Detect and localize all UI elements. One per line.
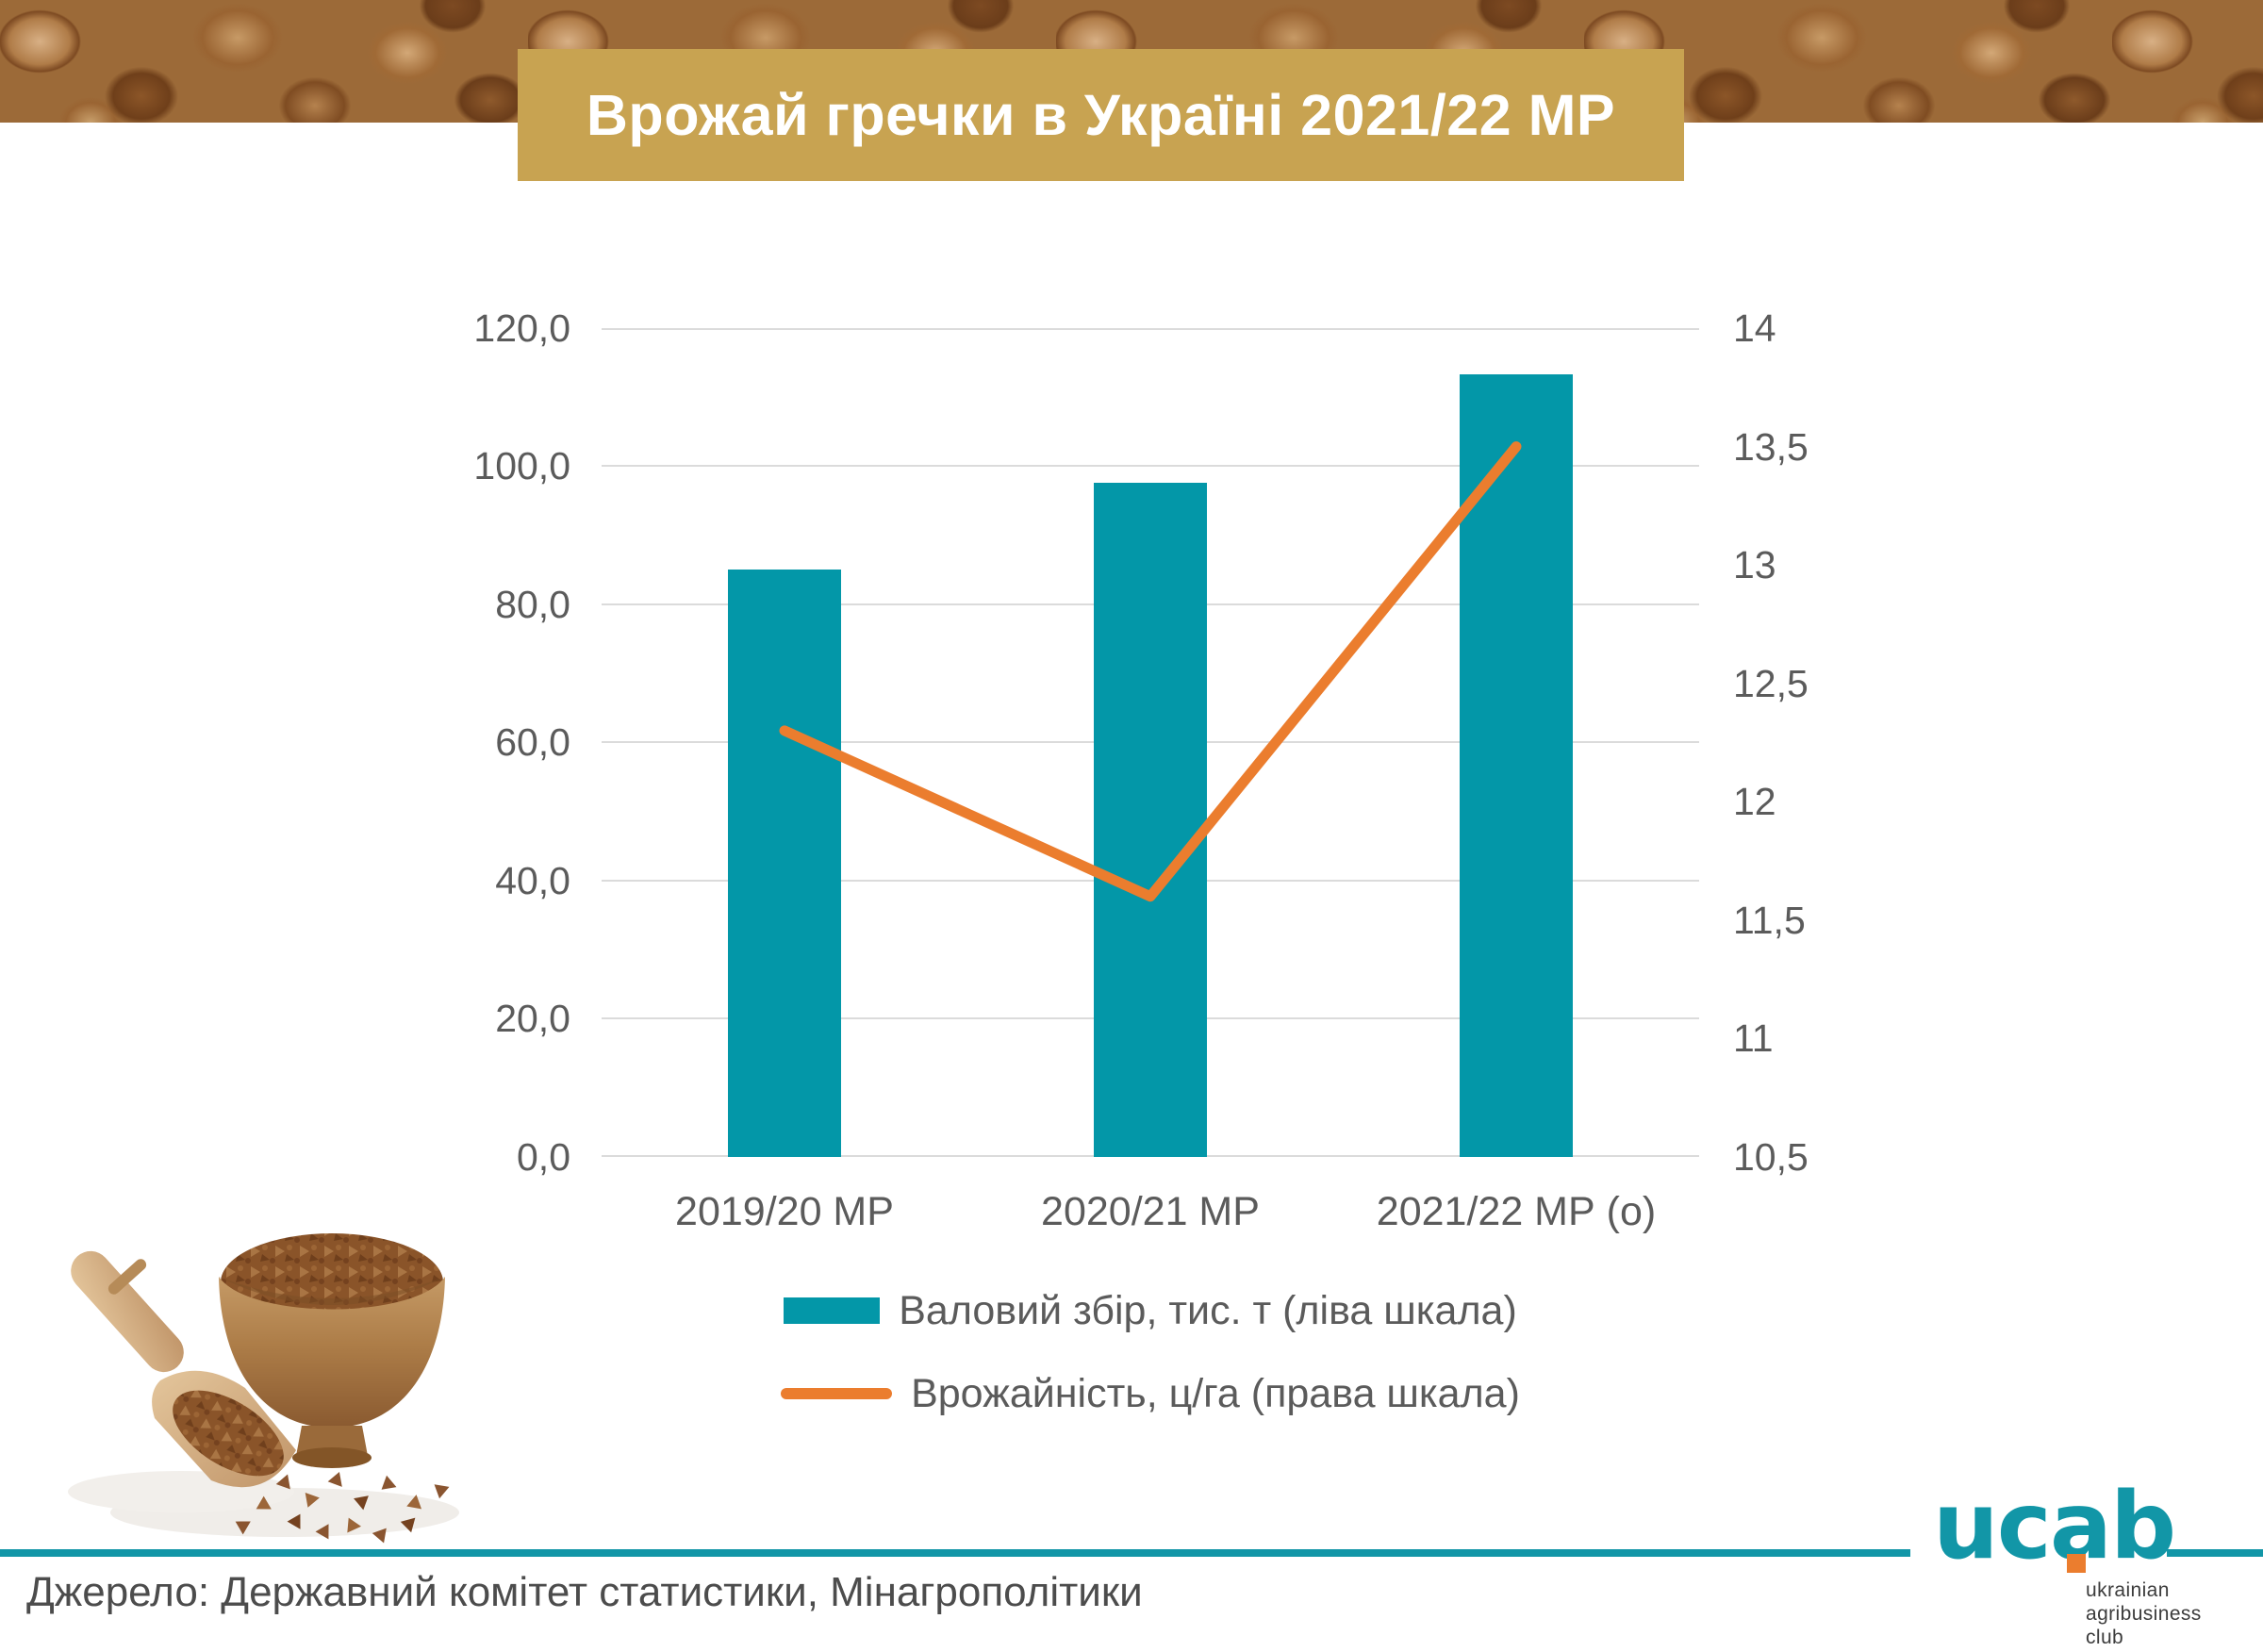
right-axis-tick: 12 bbox=[1733, 780, 1776, 823]
gridline bbox=[602, 328, 1699, 330]
tagline-line: agribusiness bbox=[2086, 1603, 2202, 1625]
legend-item-gross-harvest: Валовий збір, тис. т (ліва шкала) bbox=[602, 1286, 1699, 1335]
spilled-grains bbox=[235, 1472, 450, 1544]
legend-item-yield: Врожайність, ц/га (права шкала) bbox=[602, 1369, 1699, 1418]
right-axis-tick: 11,5 bbox=[1733, 899, 1806, 942]
x-tick-2019-20: 2019/20 МР bbox=[675, 1189, 894, 1234]
left-axis-tick: 100,0 bbox=[473, 444, 570, 487]
right-axis-tick: 12,5 bbox=[1733, 662, 1809, 705]
line-series-swatch bbox=[781, 1388, 893, 1399]
bar-series-swatch bbox=[784, 1297, 881, 1324]
x-tick-2020-21: 2020/21 МР bbox=[1041, 1189, 1260, 1234]
legend-label: Врожайність, ц/га (права шкала) bbox=[911, 1370, 1520, 1416]
right-axis-tick: 13,5 bbox=[1733, 425, 1809, 469]
bar-2021-22 bbox=[1460, 374, 1573, 1157]
legend: Валовий збір, тис. т (ліва шкала) Врожай… bbox=[602, 1286, 1699, 1452]
ucab-orange-square-icon bbox=[2067, 1554, 2086, 1573]
bar-2019-20 bbox=[728, 570, 841, 1157]
gridline bbox=[602, 465, 1699, 467]
left-axis-tick: 120,0 bbox=[473, 306, 570, 350]
left-axis-tick: 0,0 bbox=[517, 1135, 570, 1179]
ucab-wordmark: ucab bbox=[1933, 1473, 2176, 1580]
right-axis-tick: 14 bbox=[1733, 306, 1776, 350]
legend-label: Валовий збір, тис. т (ліва шкала) bbox=[899, 1287, 1517, 1333]
buckwheat-bowl-photo bbox=[68, 1233, 459, 1544]
left-axis-tick: 60,0 bbox=[495, 720, 570, 764]
right-axis-tick: 13 bbox=[1733, 543, 1776, 586]
left-axis-tick: 80,0 bbox=[495, 583, 570, 626]
divider-rule bbox=[0, 1549, 2263, 1557]
x-tick-2021-22: 2021/22 МР (о) bbox=[1376, 1189, 1657, 1234]
title-box: Врожай гречки в Україні 2021/22 МР bbox=[518, 49, 1684, 181]
left-axis-tick: 40,0 bbox=[495, 859, 570, 902]
ucab-tagline: ukrainian agribusiness club bbox=[2086, 1578, 2202, 1649]
ucab-logo: ucab ukrainian agribusiness club bbox=[1910, 1473, 2201, 1652]
bar-2020-21 bbox=[1094, 483, 1207, 1157]
plot-area bbox=[602, 328, 1699, 1157]
right-axis-tick: 10,5 bbox=[1733, 1135, 1809, 1179]
tagline-line: ukrainian bbox=[2086, 1579, 2170, 1601]
wooden-bowl bbox=[219, 1233, 445, 1468]
yield-line-layer bbox=[779, 441, 1522, 902]
yield-line bbox=[779, 441, 1522, 902]
right-axis-tick: 11 bbox=[1733, 1016, 1774, 1060]
page-title: Врожай гречки в Україні 2021/22 МР bbox=[586, 83, 1616, 147]
wooden-scoop bbox=[71, 1250, 296, 1488]
tagline-line: club bbox=[2086, 1627, 2124, 1648]
source-caption: Джерело: Державний комітет статистики, М… bbox=[26, 1569, 1143, 1615]
left-axis-tick: 20,0 bbox=[495, 997, 570, 1040]
